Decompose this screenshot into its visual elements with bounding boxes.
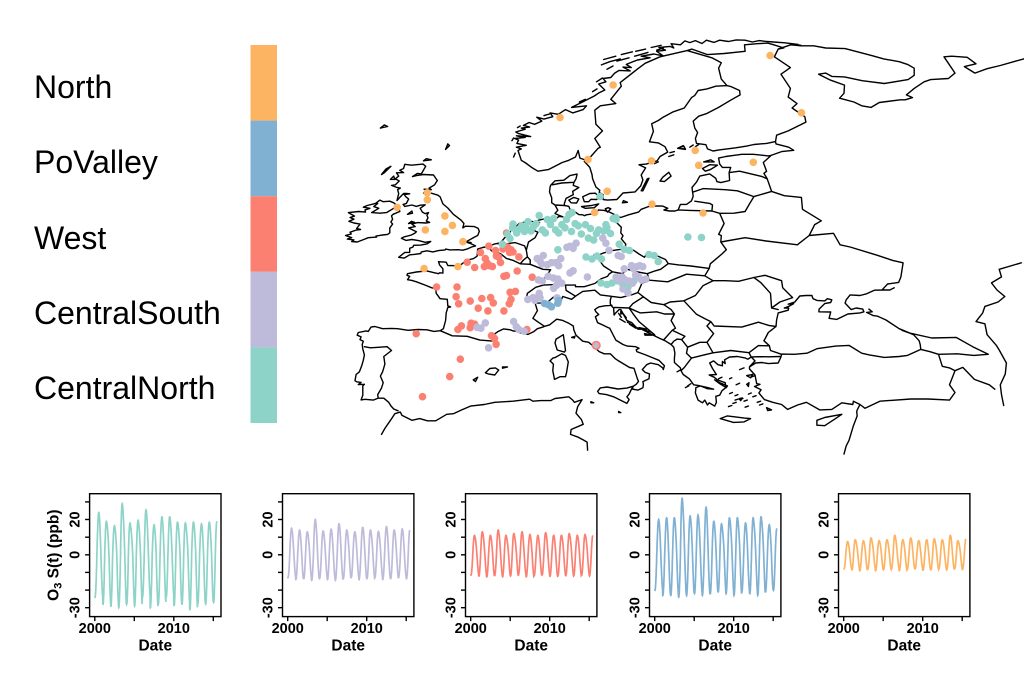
svg-text:2010: 2010 [907, 621, 939, 637]
svg-text:West: West [34, 220, 106, 256]
svg-text:CentralSouth: CentralSouth [34, 295, 221, 331]
svg-text:0: 0 [68, 551, 84, 559]
svg-text:2010: 2010 [351, 621, 383, 637]
svg-text:2000: 2000 [828, 621, 860, 637]
svg-text:0: 0 [628, 551, 644, 559]
svg-text:2000: 2000 [272, 621, 304, 637]
svg-text:CentralNorth: CentralNorth [34, 370, 215, 406]
svg-text:2000: 2000 [455, 621, 487, 637]
svg-text:Date: Date [698, 638, 732, 655]
svg-text:2010: 2010 [718, 621, 750, 637]
svg-text:Date: Date [514, 638, 548, 655]
svg-text:2000: 2000 [639, 621, 671, 637]
svg-text:-30: -30 [68, 597, 84, 618]
svg-text:20: 20 [444, 511, 460, 527]
svg-text:20: 20 [628, 511, 644, 527]
svg-text:O3 S(t) (ppb): O3 S(t) (ppb) [46, 509, 65, 600]
svg-text:0: 0 [444, 551, 460, 559]
svg-text:20: 20 [817, 511, 833, 527]
svg-text:PoValley: PoValley [34, 144, 158, 180]
svg-text:North: North [34, 69, 112, 105]
svg-text:-30: -30 [444, 597, 460, 618]
svg-text:-30: -30 [817, 597, 833, 618]
svg-text:Date: Date [887, 638, 921, 655]
svg-text:0: 0 [817, 551, 833, 559]
svg-text:20: 20 [68, 511, 84, 527]
svg-text:-30: -30 [261, 597, 277, 618]
svg-text:-30: -30 [628, 597, 644, 618]
svg-text:2010: 2010 [534, 621, 566, 637]
svg-text:Date: Date [138, 638, 172, 655]
svg-text:Date: Date [331, 638, 365, 655]
svg-text:20: 20 [261, 511, 277, 527]
svg-text:2000: 2000 [79, 621, 111, 637]
svg-text:2010: 2010 [158, 621, 190, 637]
svg-text:0: 0 [261, 551, 277, 559]
